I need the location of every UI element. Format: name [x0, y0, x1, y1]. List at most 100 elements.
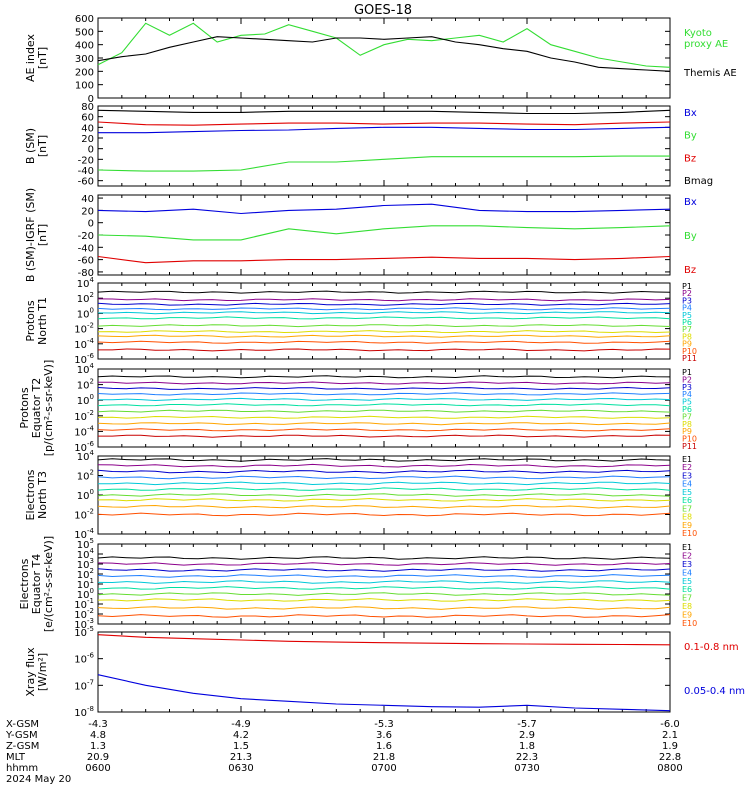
x-row-value: 1.8 — [519, 741, 535, 752]
y-tick-label: 104 — [77, 449, 95, 463]
y-tick-label: 60 — [81, 113, 94, 124]
y-tick-label: 102 — [77, 469, 94, 483]
channel-p5 — [97, 311, 671, 315]
y-axis-label: Equator T2 — [30, 378, 43, 438]
y-tick-label: 102 — [77, 291, 94, 305]
x-row-value: 0630 — [228, 763, 253, 774]
x-row-value: 0800 — [657, 763, 682, 774]
x-row-value: -5.3 — [374, 719, 394, 730]
panel-frame — [97, 17, 671, 99]
channel-e5 — [97, 580, 671, 584]
y-axis-label: [p/(cm²-s-sr-keV)] — [42, 360, 55, 457]
y-tick-label: 0 — [88, 145, 94, 156]
series-bz — [97, 121, 671, 126]
channel-p6 — [97, 403, 671, 407]
legend-entry: P7 — [682, 412, 692, 421]
panel-ae: 0 100 200 300 400 500 600 AE index [nT] Kyotoprox… — [24, 14, 737, 105]
channel-e10 — [97, 512, 671, 517]
channel-e5 — [97, 481, 671, 486]
x-row-value: -4.9 — [231, 719, 251, 730]
y-axis-label: [nT] — [36, 224, 49, 246]
x-row-label: hhmm — [6, 763, 38, 774]
x-row-value: 1.9 — [662, 741, 678, 752]
x-row-label: X-GSM — [6, 719, 39, 730]
legend-entry: Kyoto — [684, 28, 712, 39]
y-tick-label: -40 — [78, 166, 94, 177]
channel-p4 — [97, 392, 671, 396]
legend-entry: E3 — [682, 471, 692, 480]
legend-entry: E7 — [682, 504, 692, 513]
y-tick-label: 100 — [77, 306, 94, 320]
y-axis-label: [nT] — [36, 135, 49, 157]
x-row-label: Y-GSM — [5, 730, 38, 741]
series-bx — [97, 203, 671, 215]
channel-e6 — [97, 586, 671, 590]
series-0-1-0-8-nm — [97, 634, 671, 646]
channel-p5 — [97, 397, 671, 402]
x-row-value: 4.2 — [233, 730, 249, 741]
legend-entry: E7 — [682, 594, 692, 603]
legend-entry: P6 — [682, 318, 692, 327]
legend-entry: E2 — [682, 551, 692, 560]
legend-entry: P7 — [682, 325, 692, 334]
x-row-value: 0730 — [514, 763, 539, 774]
channel-p8 — [97, 415, 671, 419]
channel-p10 — [97, 428, 671, 432]
y-axis-label: Protons — [18, 387, 31, 428]
y-tick-label: 0 — [88, 94, 94, 105]
x-row-value: 4.8 — [90, 730, 106, 741]
y-tick-label: 10-2 — [74, 409, 94, 423]
x-row-value: -6.0 — [660, 719, 680, 730]
channel-p7 — [97, 324, 671, 328]
x-row-value: 0700 — [371, 763, 396, 774]
legend-entry: E10 — [682, 619, 697, 628]
y-tick-label: 400 — [75, 41, 94, 52]
y-tick-label: 10-8 — [74, 705, 94, 719]
legend-entry: E9 — [682, 521, 692, 530]
legend-entry: P10 — [682, 347, 697, 356]
y-tick-label: 200 — [75, 67, 94, 78]
legend-entry: Bz — [684, 153, 696, 164]
legend-entry: P11 — [682, 442, 697, 451]
y-tick-label: 10-5 — [74, 625, 94, 639]
series-kyoto-proxy-ae — [97, 22, 671, 68]
channel-p6 — [97, 316, 671, 320]
legend-entry: By — [684, 231, 697, 242]
legend-entry: P9 — [682, 427, 692, 436]
y-tick-label: 80 — [81, 102, 94, 113]
x-row-value: 1.5 — [233, 741, 249, 752]
channel-p9 — [97, 334, 671, 338]
legend-entry: 0.1-0.8 nm — [684, 642, 739, 653]
y-tick-label: 100 — [75, 81, 94, 92]
y-tick-label: -40 — [78, 243, 94, 254]
y-tick-label: 300 — [75, 54, 94, 65]
y-tick-label: 100 — [77, 393, 94, 407]
y-axis-label: Xray flux — [24, 647, 37, 697]
y-axis-label: North T3 — [36, 471, 49, 519]
y-axis-label: [nT] — [36, 47, 49, 69]
panel-frame — [97, 194, 671, 276]
y-axis-label: Equator T4 — [30, 554, 43, 614]
legend-entry: P3 — [682, 383, 692, 392]
channel-e3 — [97, 568, 671, 572]
channel-e7 — [97, 493, 671, 497]
y-tick-label: 40 — [81, 194, 94, 205]
channel-p3 — [97, 302, 671, 306]
y-axis-label: B (SM)-IGRF (SM) — [24, 188, 37, 282]
series-by — [97, 155, 670, 172]
x-row-value: 1.6 — [376, 741, 392, 752]
channel-e9 — [97, 504, 671, 509]
legend-entry: P3 — [682, 296, 692, 305]
y-tick-label: -80 — [78, 268, 94, 279]
y-tick-label: 10-4 — [74, 337, 94, 351]
x-row-value: 20.9 — [87, 752, 109, 763]
legend-entry: P8 — [682, 332, 692, 341]
channel-e4 — [97, 475, 671, 480]
